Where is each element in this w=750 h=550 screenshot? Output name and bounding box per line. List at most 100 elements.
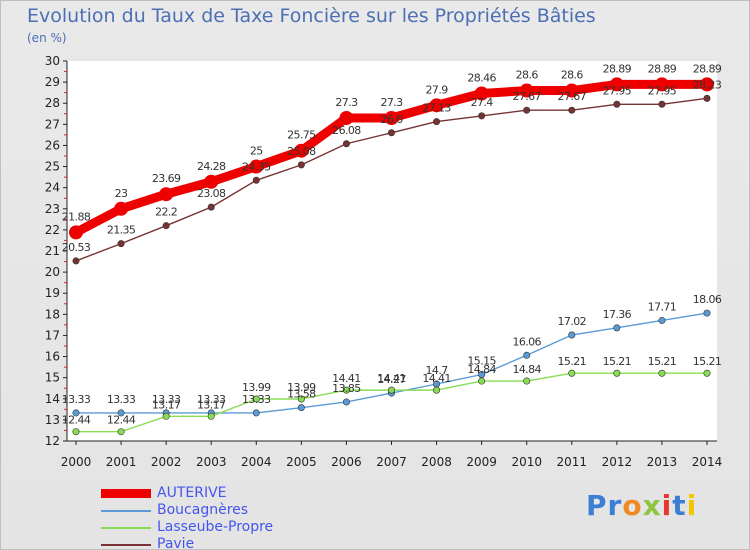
data-label: 27.95 — [603, 84, 632, 97]
data-label: 15.21 — [558, 355, 587, 368]
x-tick-label: 2008 — [421, 455, 452, 469]
data-label: 22.2 — [155, 206, 177, 219]
data-label: 13.17 — [152, 398, 181, 411]
x-tick-label: 2011 — [557, 455, 588, 469]
data-label: 14.84 — [512, 363, 541, 376]
data-label: 27.3 — [380, 96, 403, 109]
data-point — [207, 203, 215, 211]
data-label: 13.85 — [332, 382, 361, 395]
x-tick-label: 2004 — [241, 455, 272, 469]
data-label: 12.44 — [107, 414, 136, 427]
legend-label: AUTERIVE — [157, 485, 227, 501]
data-label: 26.6 — [380, 113, 403, 126]
data-point — [703, 94, 711, 102]
legend-label: Boucagnères — [157, 502, 249, 518]
data-point — [249, 159, 264, 174]
data-label: 14.7 — [426, 364, 449, 377]
data-point — [72, 428, 80, 436]
data-point — [162, 222, 170, 230]
data-point — [703, 369, 711, 377]
data-point — [117, 240, 125, 248]
data-label: 15.21 — [603, 355, 632, 368]
data-point — [297, 395, 305, 403]
x-tick-label: 2003 — [196, 455, 227, 469]
data-point — [252, 176, 260, 184]
x-tick-label: 2002 — [151, 455, 182, 469]
data-point — [162, 412, 170, 420]
legend-swatch — [101, 527, 151, 529]
data-label: 13.33 — [242, 393, 271, 406]
data-label: 28.89 — [693, 62, 722, 75]
data-point — [384, 111, 399, 125]
y-tick-label: 17 — [45, 328, 60, 342]
data-point — [342, 140, 350, 148]
data-point — [387, 129, 395, 137]
data-point — [568, 369, 576, 377]
y-tick-label: 19 — [45, 286, 60, 300]
x-tick-label: 2000 — [61, 455, 92, 469]
data-label: 21.88 — [62, 210, 91, 223]
legend-label: Pavie — [157, 536, 195, 550]
y-tick-label: 14 — [45, 392, 60, 406]
data-label: 14.41 — [377, 372, 406, 385]
x-tick-label: 2006 — [331, 455, 362, 469]
data-label: 13.33 — [107, 393, 136, 406]
y-tick-label: 28 — [45, 96, 60, 110]
data-label: 17.36 — [603, 308, 632, 321]
data-point — [294, 143, 309, 158]
data-label: 16.06 — [512, 335, 541, 348]
data-point — [658, 100, 666, 108]
x-tick-label: 2005 — [286, 455, 317, 469]
data-label: 28.89 — [648, 62, 677, 75]
data-point — [474, 86, 489, 101]
chart-unit-label: (en %) — [27, 31, 67, 45]
data-point — [523, 351, 531, 359]
y-tick-label: 16 — [45, 350, 60, 364]
data-point — [700, 77, 714, 92]
data-point — [387, 386, 395, 394]
data-point — [252, 395, 260, 403]
y-tick-label: 12 — [45, 434, 60, 448]
data-label: 28.23 — [693, 78, 722, 91]
y-tick-label: 15 — [45, 371, 60, 385]
data-point — [568, 106, 576, 114]
data-point — [72, 257, 80, 265]
data-label: 15.21 — [693, 355, 722, 368]
data-label: 20.53 — [62, 241, 91, 254]
data-label: 26.08 — [332, 124, 361, 137]
x-tick-label: 2012 — [602, 455, 633, 469]
data-label: 13.58 — [287, 388, 316, 401]
data-point — [297, 161, 305, 169]
data-point — [478, 112, 486, 120]
data-point — [613, 369, 621, 377]
data-label: 24.28 — [197, 160, 226, 173]
x-tick-label: 2013 — [647, 455, 678, 469]
data-point — [339, 111, 354, 125]
data-point — [342, 386, 350, 394]
y-tick-label: 27 — [45, 117, 60, 131]
data-label: 24.35 — [242, 160, 271, 173]
x-tick-label: 2007 — [376, 455, 407, 469]
data-point — [523, 106, 531, 114]
y-tick-label: 21 — [45, 244, 60, 258]
logo-letter: P — [586, 489, 608, 522]
data-label: 13.33 — [152, 393, 181, 406]
y-tick-label: 26 — [45, 138, 60, 152]
data-point — [658, 369, 666, 377]
data-label: 13.17 — [197, 398, 226, 411]
data-point — [159, 187, 174, 202]
data-point — [609, 77, 624, 92]
data-point — [69, 225, 83, 240]
logo-letter: i — [661, 489, 673, 522]
data-label: 27.67 — [512, 90, 541, 103]
data-label: 15.15 — [467, 355, 496, 368]
data-point — [117, 428, 125, 436]
data-point — [433, 386, 441, 394]
data-point — [658, 316, 666, 324]
y-tick-label: 25 — [45, 160, 60, 174]
data-label: 17.71 — [648, 300, 677, 313]
data-label: 23.08 — [197, 187, 226, 200]
data-label: 13.99 — [287, 381, 316, 394]
data-label: 15.21 — [648, 355, 677, 368]
